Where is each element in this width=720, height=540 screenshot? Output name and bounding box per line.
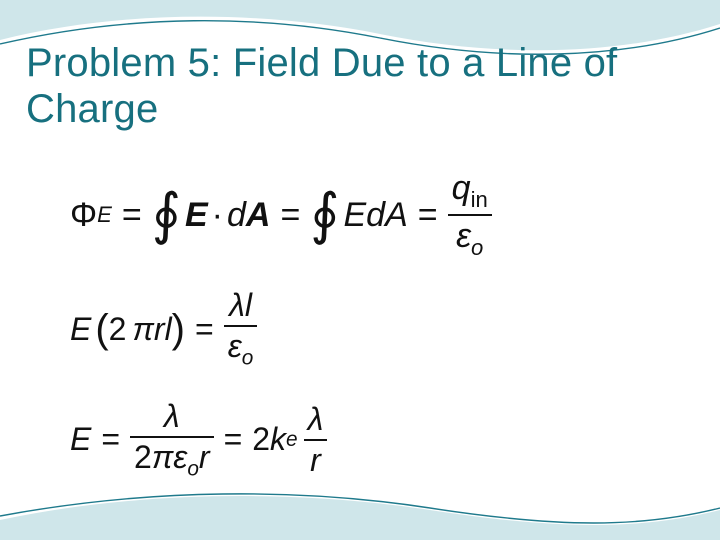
eps-sym-1: ε [456, 217, 471, 255]
phi-symbol: Φ [70, 196, 97, 235]
k-sub-e: e [286, 428, 298, 452]
eps-sub-o-3: o [187, 457, 199, 480]
r-3a: r [199, 439, 210, 475]
lambda-3b: λ [308, 401, 324, 437]
two-3: 2 [134, 439, 152, 475]
q-sym: q [452, 169, 471, 207]
eps-sym-2: ε [228, 328, 242, 364]
slide-title: Problem 5: Field Due to a Line of Charge [26, 40, 694, 132]
frac-lambda-r: λ r [304, 402, 328, 478]
equation-1: Φ E = ∮ E · d A = ∮ E d A = qin εo [70, 170, 680, 260]
E-scalar-1: E [339, 196, 366, 235]
eq-sign-3a: = [91, 421, 130, 458]
E-2: E [70, 311, 91, 348]
lambda-3a: λ [164, 398, 180, 434]
d-2: d [366, 196, 385, 235]
eps-sub-o-1: o [471, 235, 483, 260]
dot-product: · [208, 196, 227, 235]
r-2: r [154, 311, 165, 348]
pi-2: π [126, 311, 153, 348]
r-3b: r [310, 442, 321, 478]
l-2: l [165, 311, 172, 348]
two-2: 2 [109, 311, 127, 348]
phi-sub-E: E [97, 202, 112, 228]
pi-3: π [152, 439, 173, 475]
frac-qin-eps: qin εo [448, 170, 492, 260]
two-k: 2 [252, 421, 270, 458]
eps-3: ε [173, 439, 187, 475]
eq-sign-1c: = [408, 196, 448, 235]
eq-sign-3b: = [214, 421, 253, 458]
A-scalar-1: A [385, 196, 408, 235]
slide: Problem 5: Field Due to a Line of Charge… [0, 0, 720, 540]
eq-sign-2: = [185, 311, 224, 348]
l-top-2: l [245, 287, 252, 323]
eq-sign-1b: = [270, 196, 310, 235]
k-3: k [270, 421, 286, 458]
frac-lambda-2pieps-r: λ 2πεor [130, 399, 214, 481]
E-3: E [70, 421, 91, 458]
lparen-2: ( [91, 307, 108, 352]
equation-2: E ( 2 π r l ) = λl εo [70, 288, 680, 370]
rparen-2: ) [172, 307, 185, 352]
equation-3: E = λ 2πεor = 2 k e λ [70, 399, 680, 481]
oint-1: ∮ [152, 187, 181, 243]
q-sub-in: in [471, 187, 488, 212]
oint-2: ∮ [310, 187, 339, 243]
eq-sign-1a: = [112, 196, 152, 235]
lambda-2: λ [229, 287, 245, 323]
equations-area: Φ E = ∮ E · d A = ∮ E d A = qin εo [70, 170, 680, 509]
d-1: d [227, 196, 246, 235]
E-vector-1: E [181, 196, 208, 235]
eps-sub-o-2: o [242, 347, 254, 370]
A-vector-1: A [246, 196, 271, 235]
frac-lambda-l-eps: λl εo [224, 288, 258, 370]
